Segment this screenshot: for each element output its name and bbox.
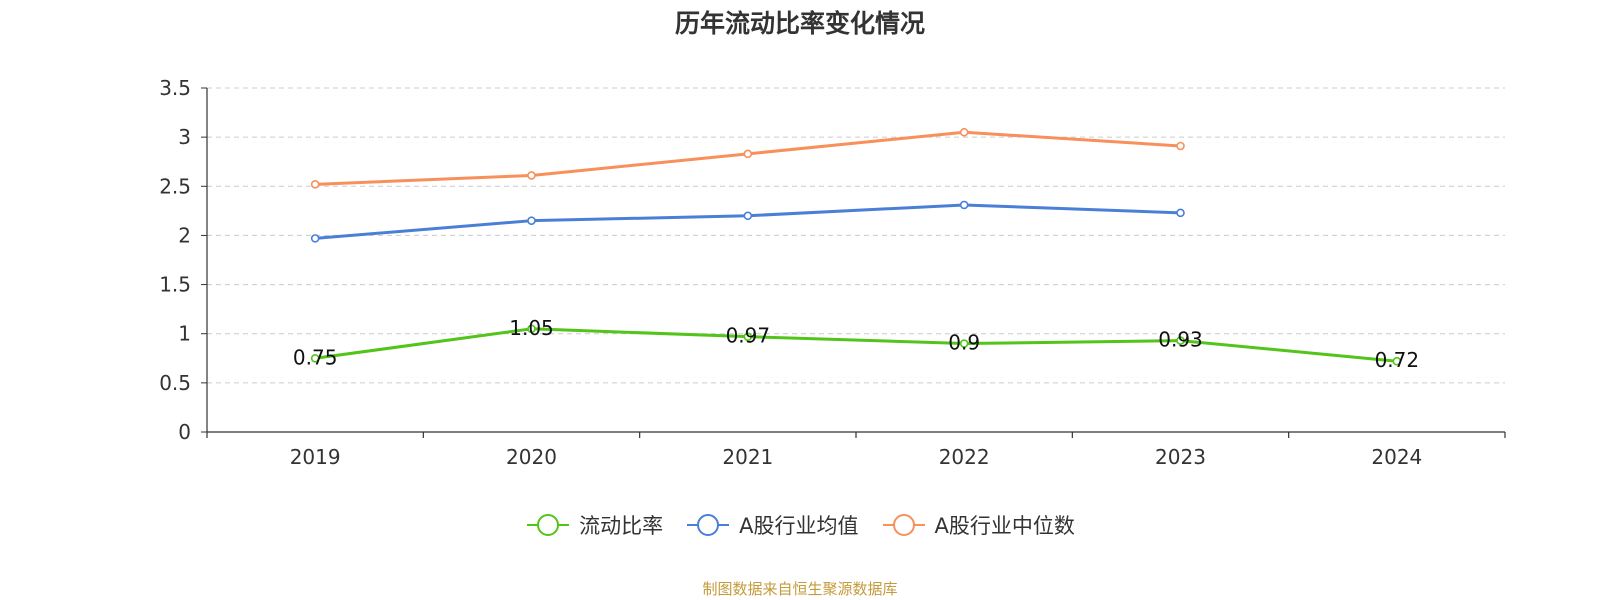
data-point [743,332,753,341]
chart-title: 历年流动比率变化情况 [674,9,925,38]
y-tick-label: 3.5 [159,76,191,100]
data-point [1176,141,1185,151]
data-point [959,200,969,210]
data-point [959,127,969,137]
x-tick-label: 2021 [722,445,773,469]
y-tick-label: 1 [178,322,191,346]
legend-marker-industry-median [882,514,925,536]
legend-circle [697,514,720,536]
y-tick-label: 2.5 [159,174,191,198]
y-tick-label: 2 [178,223,191,247]
data-label: 0.75 [293,345,338,369]
x-tick-label: 2022 [939,445,990,469]
legend-label-industry-mean: A股行业均值 [739,514,859,538]
data-point [310,180,320,189]
legend-label-industry-median: A股行业中位数 [934,514,1075,538]
data-point [1176,208,1185,218]
x-tick-label: 2023 [1155,445,1206,469]
legend-marker-industry-mean [687,514,730,536]
legend-marker-current-ratio [527,514,570,536]
data-label: 1.05 [509,316,554,340]
y-tick-label: 3 [178,125,191,149]
data-point [527,216,536,225]
data-label: 0.9 [948,331,980,355]
data-point [1176,336,1185,345]
series-line [315,203,1181,240]
data-label: 0.93 [1158,328,1203,352]
legend-item-current-ratio[interactable]: 流动比率 [525,510,663,540]
data-point [310,234,320,243]
y-tick-label: 1.5 [159,273,191,297]
legend-circle [892,514,915,536]
x-tick-label: 2024 [1371,445,1422,469]
data-point [527,324,536,334]
data-point [1392,356,1402,366]
legend-item-industry-median[interactable]: A股行业中位数 [881,510,1075,540]
y-tick-label: 0 [178,420,191,444]
data-source-note: 制图数据来自恒生聚源数据库 [702,580,898,598]
legend-label-current-ratio: 流动比率 [579,514,664,538]
legend-circle [537,514,560,536]
y-tick-label: 0.5 [159,371,191,395]
legend: 流动比率 A股行业均值 A股行业中位数 [0,510,1600,540]
data-point [310,353,320,363]
data-point [527,171,536,180]
data-point [743,211,753,221]
data-point [743,149,753,159]
x-tick-label: 2019 [290,445,341,469]
data-label: 0.97 [726,324,771,348]
series-line [314,327,1397,363]
data-point [959,339,969,348]
legend-item-industry-mean[interactable]: A股行业均值 [685,510,859,540]
x-tick-label: 2020 [506,445,557,469]
data-label: 0.72 [1375,348,1420,372]
series-line [315,130,1181,186]
